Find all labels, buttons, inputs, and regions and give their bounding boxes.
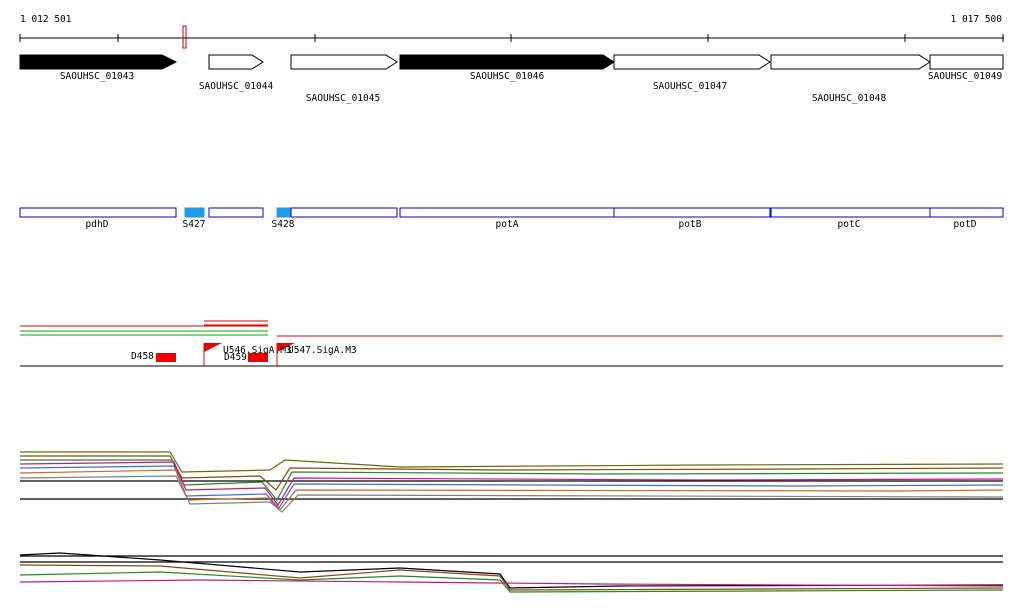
feature-box: [613, 207, 771, 218]
annotation-label: D459: [224, 352, 247, 363]
feature-box: [276, 207, 292, 218]
gene-label: SAOUHSC_01045: [306, 93, 380, 104]
gene-label: SAOUHSC_01049: [928, 71, 1003, 82]
feature-box: [929, 207, 1004, 218]
feature-box: [399, 207, 615, 218]
feature-box: [19, 207, 177, 218]
gene-label: SAOUHSC_01043: [60, 71, 134, 82]
expression-traces: [19, 451, 1004, 593]
feature-label: potD: [954, 219, 977, 230]
cursor: [182, 25, 187, 49]
feature-box: [184, 207, 205, 218]
end-coord: 1 017 500: [951, 14, 1003, 25]
annotation-track: [20, 320, 1003, 367]
annotation-label: U547.SigA.M3: [288, 345, 357, 356]
gene-label: SAOUHSC_01046: [470, 71, 545, 82]
gene-arrow: [399, 54, 615, 70]
gene-box: [929, 54, 1004, 70]
genes: [19, 54, 1004, 70]
feature-label: S428: [272, 219, 295, 230]
ruler: [19, 34, 1004, 42]
feature-box: [208, 207, 264, 218]
annotation-label: U546.SigA.M3: [223, 345, 292, 356]
annotation-label: D458: [131, 351, 154, 362]
gene-arrow: [770, 54, 931, 70]
start-coord: 1 012 501: [20, 14, 72, 25]
feature-label: S427: [183, 219, 206, 230]
feature-label: pdhD: [86, 219, 109, 230]
feature-box: [290, 207, 398, 218]
feature-label: potC: [838, 219, 861, 230]
feature-box: [770, 207, 931, 218]
feature-label: potA: [496, 219, 519, 230]
features: [19, 207, 1004, 218]
gene-arrow: [208, 54, 264, 70]
gene-label: SAOUHSC_01047: [653, 81, 727, 92]
gene-arrow: [19, 54, 178, 70]
gene-arrow: [290, 54, 398, 70]
gene-label: SAOUHSC_01048: [812, 93, 887, 104]
feature-label: potB: [679, 219, 702, 230]
gene-label: SAOUHSC_01044: [199, 81, 274, 92]
gene-arrow: [613, 54, 771, 70]
